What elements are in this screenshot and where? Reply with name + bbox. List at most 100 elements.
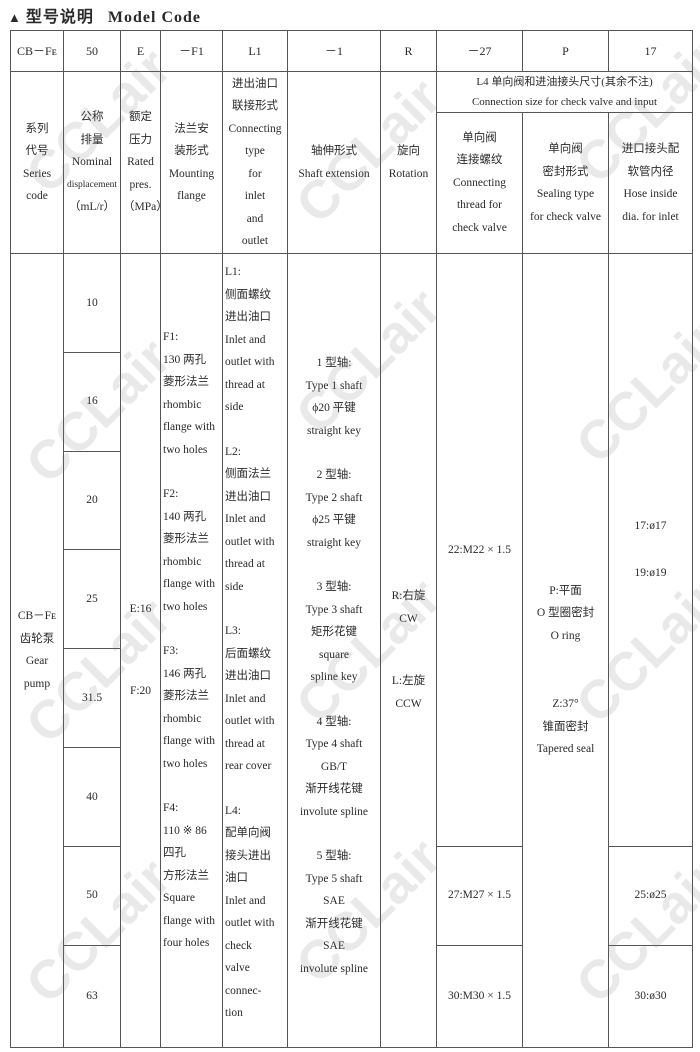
displacement-cell: 20 [63, 450, 121, 551]
text-line: straight key [307, 536, 361, 549]
text-line: O ring [550, 629, 581, 642]
text-line: GB/T [320, 760, 348, 773]
check-thread-cell: 30:M30 × 1.5 [436, 944, 523, 1048]
text-line: straight key [307, 424, 361, 437]
code-rotation: R [380, 30, 437, 72]
connection-cell: L1: 侧面螺纹 进出油口 Inlet and outlet with thread at… [222, 253, 288, 1048]
header-seal-type: 单向阀 密封形式 Sealing type for check valve [522, 112, 609, 254]
seal-z: Z:37° 锥面密封 Tapered seal [525, 693, 606, 761]
displacement-cell: 25 [63, 549, 121, 650]
text-line: dia. for inlet [622, 210, 679, 223]
text-line: 配单向阀 [225, 827, 271, 839]
text-line: 软管内径 [627, 165, 674, 178]
text-line: F1: [163, 331, 179, 343]
table-row: CB－Fᴇ 齿轮泵 Gear pump 10 E:16 F:20 F1: 130 两孔 菱形… [10, 253, 693, 1048]
header-l4-group: L4 单向阀和进油接头尺寸(其余不注) Connection size for c… [436, 71, 693, 113]
text-line: thread at [225, 737, 265, 750]
text-line: flange [177, 190, 206, 202]
text-line: 进出油口 [232, 77, 278, 90]
header-row: 系列 代号 Series code 公称 排量 Nominal displacement （m… [10, 71, 693, 254]
text-line: ϕ20 平键 [312, 402, 356, 414]
model-code-table: CB－Fᴇ 50 E －F1 L1 －1 R －27 P 17 系列 代号 Seri… [10, 30, 693, 1048]
text-line: 进出油口 [225, 670, 271, 682]
option-group: F1: 130 两孔 菱形法兰 rhombic flange with two holes [163, 326, 220, 461]
text-line: 渐开线花键 [305, 917, 363, 930]
code-seal: P [522, 30, 609, 72]
header-pressure: 额定 压力 Rated pres. （MPa） [120, 71, 168, 254]
pressure-cell: E:16 F:20 [120, 253, 161, 1048]
text-line: O 型圈密封 [536, 607, 595, 620]
text-line: tion [225, 1007, 243, 1019]
option-group: F4: 110 ※ 86 四孔 方形法兰 Square flange with four h… [163, 797, 220, 955]
header-hose: 进口接头配 软管内径 Hose inside dia. for inlet [608, 112, 693, 254]
text-line: 轴伸形式 [311, 145, 357, 157]
displacement-cell: 10 [63, 253, 121, 353]
text-line: 进出油口 [225, 311, 271, 323]
text-line: outlet with [225, 715, 275, 727]
header-connecting: 进出油口 联接形式 Connecting type for inlet and outlet [222, 71, 288, 254]
text-line: rear cover [225, 760, 272, 772]
seal-p: P:平面 O 型圈密封 O ring [525, 580, 606, 648]
text-line: 油口 [225, 872, 248, 884]
table-row: 63 30:M30 × 1.5 30:ø30 [11, 944, 693, 1048]
title-zh: 型号说明 [25, 9, 94, 26]
text-line: L2: [225, 445, 241, 458]
text-line: 3 型轴: [316, 581, 352, 593]
text-line: L:左旋 [391, 675, 426, 688]
hose-cell: 17:ø17 19:ø19 [608, 253, 693, 847]
header-series: 系列 代号 Series code [10, 71, 64, 254]
text-line: involute spline [299, 962, 369, 975]
text-line: for [248, 167, 262, 180]
text-line: two holes [163, 757, 208, 770]
series-cell: CB－Fᴇ 齿轮泵 Gear pump [10, 253, 64, 1048]
triangle-up-icon: ▲ [8, 10, 22, 25]
text-line: thread at [225, 378, 265, 391]
text-line: rhombic [163, 398, 202, 411]
shaft-cell: 1 型轴: Type 1 shaft ϕ20 平键 straight key 2 型轴:… [287, 253, 381, 1048]
text-line: pump [23, 677, 51, 690]
rotation-r: R:右旋 CW [383, 585, 434, 630]
option-group: L4: 配单向阀 接头进出 油口 Inlet and outlet with check va… [225, 800, 285, 1025]
title-en: Model Code [107, 9, 201, 26]
text-line: involute spline [299, 805, 369, 818]
text-line: rhombic [163, 712, 202, 725]
text-line: Square [163, 892, 195, 904]
text-line: ϕ25 平键 [312, 514, 356, 526]
text-line: F4: [163, 802, 179, 814]
text-line: L4: [225, 804, 241, 817]
text-line: Series [22, 167, 52, 180]
text-line: Inlet and [225, 894, 266, 907]
code-shaft: －1 [287, 30, 381, 72]
check-thread-cell: 22:M22 × 1.5 [436, 253, 523, 847]
text-line: side [225, 580, 244, 593]
code-flange: －F1 [160, 30, 223, 72]
text-line: Type 2 shaft [305, 491, 363, 504]
header-flange: 法兰安 装形式 Mounting flange [160, 71, 223, 254]
text-line: 侧面法兰 [225, 468, 271, 480]
text-line: check [225, 939, 252, 952]
pressure-e: E:16 [129, 602, 152, 615]
text-line: 旋向 [397, 145, 420, 157]
option-group: 5 型轴: Type 5 shaft SAE 渐开线花键 SAE involute spl… [290, 845, 378, 980]
option-group: 2 型轴: Type 2 shaft ϕ25 平键 straight key [290, 464, 378, 554]
text-line: Inlet and [225, 333, 266, 346]
text-line: 140 两孔 [163, 510, 207, 523]
text-line: Connecting [452, 176, 507, 189]
displacement-cell: 16 [63, 351, 121, 452]
text-line: 渐开线花键 [305, 783, 363, 795]
text-line: outlet with [225, 535, 275, 548]
text-line: （MPa） [123, 201, 168, 214]
text-line: Connecting [228, 122, 282, 135]
option-group: 4 型轴: Type 4 shaft GB/T 渐开线花键 involute splin… [290, 711, 378, 824]
text-line: pres. [129, 178, 152, 191]
code-hose: 17 [608, 30, 693, 72]
text-line: CCW [395, 697, 422, 710]
displacement-cell: 31.5 [63, 648, 121, 748]
text-line: CB－Fᴇ [17, 610, 57, 623]
rotation-cell: R:右旋 CW L:左旋 CCW [380, 253, 437, 1048]
text-line: thread at [225, 558, 265, 570]
text-line: 四孔 [163, 847, 186, 859]
text-line: check valve [452, 221, 507, 234]
table-row: 50 27:M27 × 1.5 25:ø25 [11, 845, 693, 946]
text-line: side [225, 401, 244, 413]
